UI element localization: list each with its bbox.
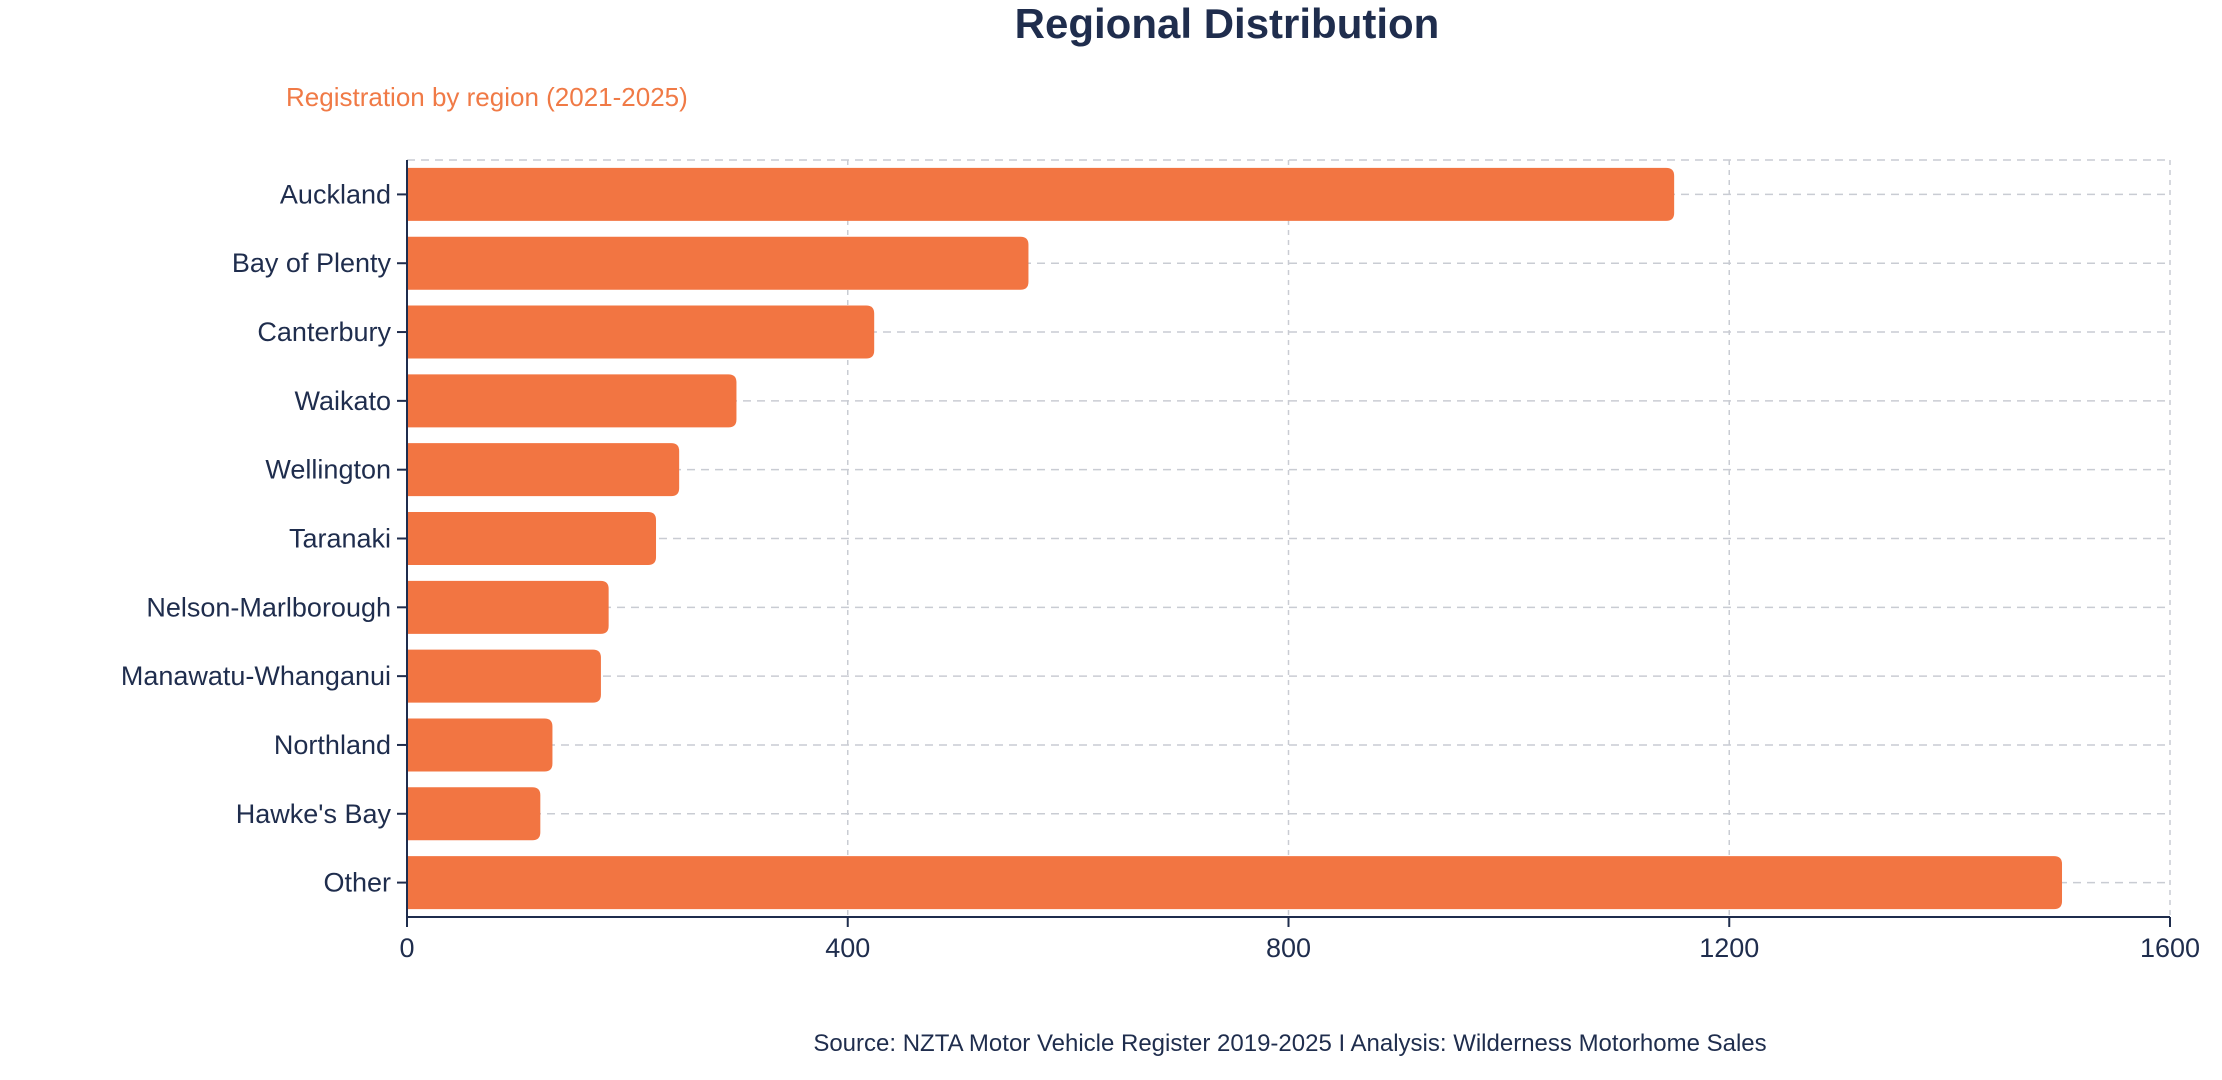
bar <box>407 236 1029 290</box>
bar <box>407 374 737 428</box>
bar <box>407 512 657 565</box>
category-label: Wellington <box>265 455 391 485</box>
chart-subtitle: Registration by region (2021-2025) <box>286 82 688 112</box>
bar <box>407 443 680 497</box>
bar <box>407 787 541 841</box>
bar <box>407 856 2063 910</box>
category-label: Northland <box>274 730 391 760</box>
category-label: Canterbury <box>257 317 391 347</box>
category-label: Auckland <box>280 179 391 209</box>
x-tick-label: 0 <box>399 933 414 963</box>
category-label: Nelson-Marlborough <box>146 592 391 622</box>
x-tick-label: 1600 <box>2140 933 2200 963</box>
category-label: Bay of Plenty <box>232 248 392 278</box>
bar <box>407 305 875 359</box>
category-label: Waikato <box>294 386 391 416</box>
category-label: Taranaki <box>289 524 391 554</box>
bar <box>407 718 553 772</box>
category-label: Hawke's Bay <box>236 799 392 829</box>
chart-title: Regional Distribution <box>1014 0 1440 47</box>
bar <box>407 167 1675 221</box>
bar <box>407 580 609 634</box>
bar <box>407 649 601 703</box>
x-tick-label: 400 <box>825 933 870 963</box>
x-tick-label: 800 <box>1266 933 1311 963</box>
source-note: Source: NZTA Motor Vehicle Register 2019… <box>813 1030 1767 1057</box>
x-tick-label: 1200 <box>1699 933 1759 963</box>
category-label: Manawatu-Whanganui <box>121 661 391 691</box>
category-label: Other <box>323 868 391 898</box>
